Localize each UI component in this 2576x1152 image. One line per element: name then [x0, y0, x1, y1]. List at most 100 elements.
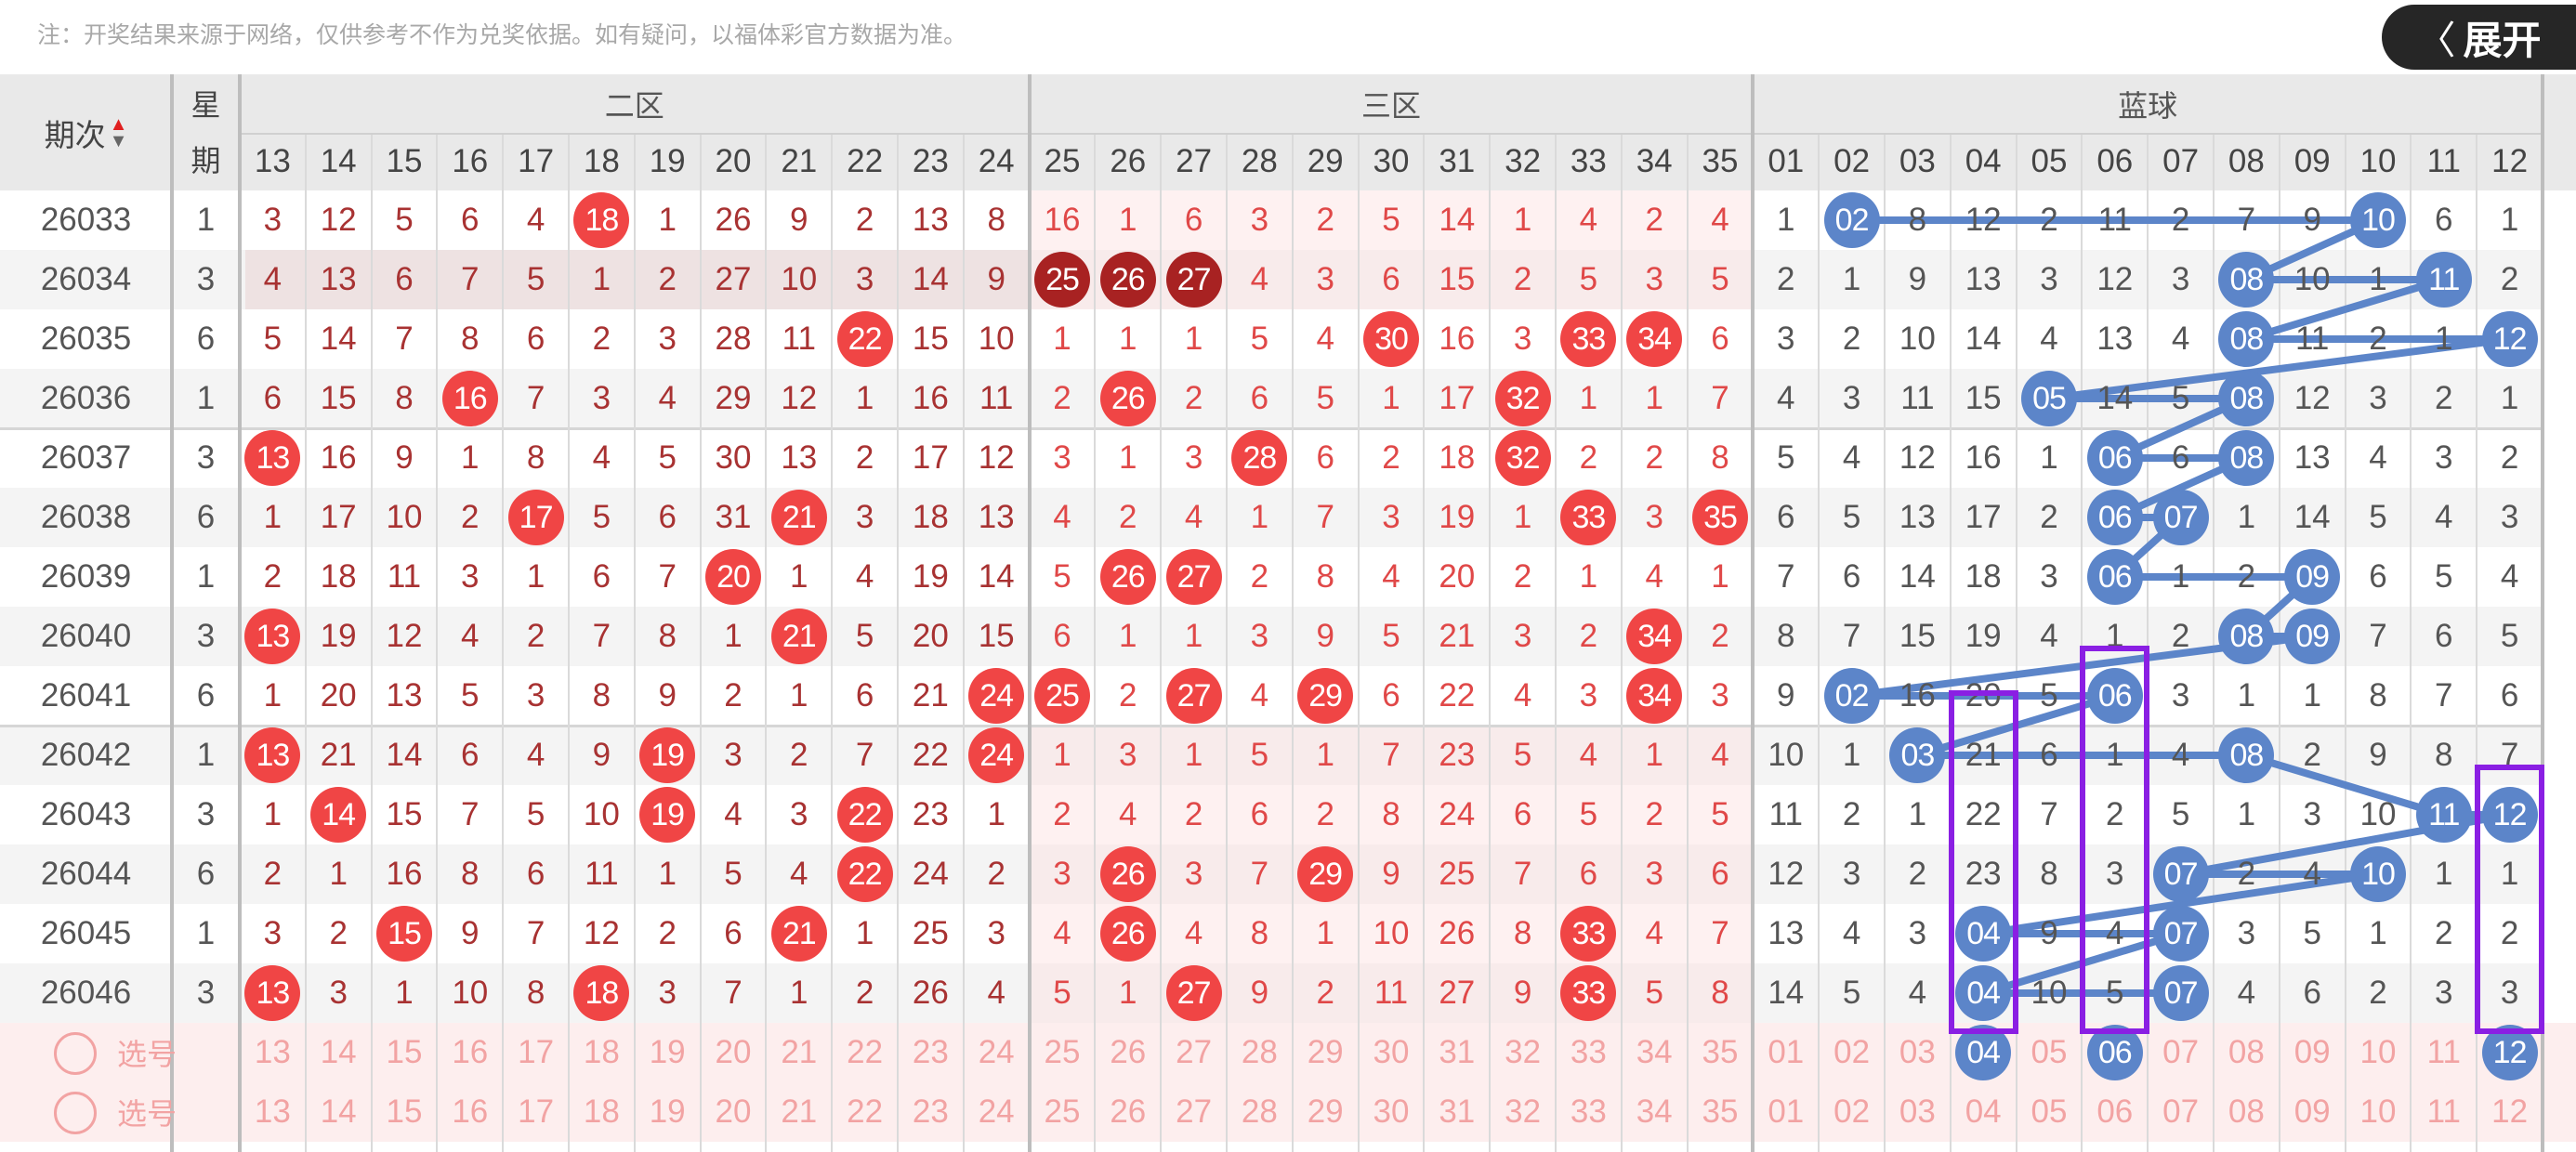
select-number[interactable]: 12 — [2477, 1023, 2543, 1082]
select-number[interactable]: 11 — [2426, 1034, 2461, 1070]
select-number[interactable]: 24 — [978, 1034, 1015, 1070]
expand-button[interactable]: 〈 展开 — [2382, 5, 2576, 70]
table-row-cells[interactable]: 26039 1 2 18 11 3 1 6 7 20 1 4 19 14 5 26 27 2 8 4 20 2 1 4 1 7 6 1… — [0, 547, 2543, 607]
table-row-cells[interactable]: 26046 3 13 3 1 10 8 18 3 7 1 2 26 4 5 1 27 9 2 11 27 9 33 5 8 14 5… — [0, 963, 2543, 1023]
select-number[interactable]: 31 — [1439, 1093, 1476, 1130]
select-number[interactable]: 14 — [320, 1093, 357, 1130]
select-number[interactable]: 14 — [320, 1034, 357, 1070]
select-number[interactable]: 03 — [1899, 1034, 1936, 1070]
select-number[interactable]: 23 — [912, 1093, 949, 1130]
table-row-cells[interactable]: 26038 6 1 17 10 2 17 5 6 31 21 3 18 13 4 2 4 1 7 3 19 1 33 3 35 6… — [0, 488, 2543, 547]
table-row-cells[interactable]: 26043 3 1 14 15 7 5 10 19 4 3 22 23 1 2 4 2 6 2 8 24 6 5 2 5 11 2 1… — [0, 785, 2543, 844]
select-number[interactable]: 05 — [2031, 1093, 2068, 1130]
select-number[interactable]: 28 — [1241, 1034, 1278, 1070]
selected-blue-ball[interactable]: 04 — [1955, 1025, 2012, 1080]
select-number[interactable]: 16 — [452, 1034, 489, 1070]
select-number[interactable]: 07 — [2162, 1093, 2200, 1130]
select-number[interactable]: 10 — [2359, 1093, 2397, 1130]
select-number[interactable]: 22 — [847, 1034, 884, 1070]
select-number[interactable]: 11 — [2426, 1093, 2461, 1130]
select-number[interactable]: 13 — [254, 1034, 291, 1070]
select-number[interactable]: 34 — [1636, 1093, 1673, 1130]
select-number[interactable]: 35 — [1702, 1093, 1739, 1130]
select-number[interactable]: 34 — [1636, 1034, 1673, 1070]
sort-down-icon[interactable]: ▼ — [109, 130, 128, 151]
select-number[interactable]: 32 — [1505, 1093, 1542, 1130]
select-number[interactable]: 33 — [1570, 1034, 1607, 1070]
table-row-cells[interactable]: 26045 1 3 2 15 9 7 12 2 6 21 1 25 3 4 26 4 8 1 10 26 8 33 4 7 13 4… — [0, 904, 2543, 963]
select-number[interactable]: 18 — [583, 1034, 620, 1070]
select-number[interactable]: 13 — [254, 1093, 291, 1130]
selected-blue-ball[interactable]: 12 — [2481, 1025, 2538, 1080]
select-number[interactable]: 32 — [1505, 1034, 1542, 1070]
table-row-cells[interactable]: 26042 1 13 21 14 6 4 9 19 3 2 7 22 24 1 3 1 5 1 7 23 5 4 1 4 10 1 0… — [0, 726, 2543, 785]
select-number[interactable]: 22 — [847, 1093, 884, 1130]
select-number[interactable]: 25 — [1044, 1034, 1081, 1070]
select-number[interactable]: 05 — [2031, 1034, 2068, 1070]
select-number[interactable]: 09 — [2293, 1093, 2331, 1130]
table-row-cells[interactable]: 26044 6 2 1 16 8 6 11 1 5 4 22 24 2 3 26 3 7 29 9 25 7 6 3 6 12 3 2… — [0, 844, 2543, 904]
select-radio[interactable] — [54, 1092, 97, 1134]
column-divider — [1027, 74, 1032, 1152]
select-number[interactable]: 19 — [649, 1034, 686, 1070]
select-number[interactable]: 06 — [2096, 1093, 2134, 1130]
select-row-cells[interactable]: 选号 13 14 15 16 17 18 19 20 21 22 23 24 25 26 27 28 29 30 31… — [0, 1023, 2543, 1082]
table-row-cells[interactable]: 26037 3 13 16 9 1 8 4 5 30 13 2 17 12 3 1 3 28 6 2 18 32 2 2 8 5 4… — [0, 428, 2543, 488]
select-number[interactable]: 03 — [1899, 1093, 1936, 1130]
select-number[interactable]: 25 — [1044, 1093, 1081, 1130]
select-number[interactable]: 15 — [386, 1034, 423, 1070]
select-number[interactable]: 02 — [1833, 1034, 1871, 1070]
select-number[interactable]: 18 — [583, 1093, 620, 1130]
select-number[interactable]: 27 — [1176, 1093, 1213, 1130]
sort-up-icon[interactable]: ▲ — [109, 113, 128, 135]
trend-cell: 2 — [1053, 380, 1071, 416]
table-row-cells[interactable]: 26040 3 13 19 12 4 2 7 8 1 21 5 20 15 6 1 1 3 9 5 21 3 2 34 2 8 7 1… — [0, 607, 2543, 666]
select-number[interactable]: 20 — [715, 1093, 752, 1130]
select-number[interactable]: 06 — [2082, 1023, 2148, 1082]
select-number[interactable]: 30 — [1373, 1093, 1410, 1130]
select-number[interactable]: 19 — [649, 1093, 686, 1130]
select-number[interactable]: 26 — [1110, 1093, 1147, 1130]
select-number[interactable]: 21 — [781, 1093, 818, 1130]
chevron-left-icon: 〈 — [2416, 17, 2456, 63]
select-number[interactable]: 30 — [1373, 1034, 1410, 1070]
select-number[interactable]: 33 — [1570, 1093, 1607, 1130]
select-row-cells[interactable]: 选号 13 14 15 16 17 18 19 20 21 22 23 24 25 26 27 28 29 30 31… — [0, 1082, 2543, 1142]
select-number[interactable]: 21 — [781, 1034, 818, 1070]
select-number[interactable]: 26 — [1110, 1034, 1147, 1070]
select-number[interactable]: 08 — [2228, 1093, 2265, 1130]
select-number[interactable]: 27 — [1176, 1034, 1213, 1070]
select-number[interactable]: 01 — [1768, 1093, 1805, 1130]
table-row-cells[interactable]: 26041 6 1 20 13 5 3 8 9 2 1 6 21 24 25 2 27 4 29 6 22 4 3 34 3 9 0… — [0, 666, 2543, 726]
select-number[interactable]: 35 — [1702, 1034, 1739, 1070]
table-row-cells[interactable]: 26035 6 5 14 7 8 6 2 3 28 11 22 15 10 1 1 1 5 4 30 16 3 33 34 6 3… — [0, 309, 2543, 369]
select-number[interactable]: 24 — [978, 1093, 1015, 1130]
select-number[interactable]: 16 — [452, 1093, 489, 1130]
select-number[interactable]: 07 — [2162, 1034, 2200, 1070]
select-number[interactable]: 15 — [386, 1093, 423, 1130]
table-row-cells[interactable]: 26036 1 6 15 8 16 7 3 4 29 12 1 16 11 2 26 2 6 5 1 17 32 1 1 7 4 3… — [0, 369, 2543, 428]
select-radio[interactable] — [54, 1032, 97, 1075]
trend-cell: 5 — [1842, 499, 1861, 535]
select-number[interactable]: 20 — [715, 1034, 752, 1070]
select-number[interactable]: 23 — [912, 1034, 949, 1070]
select-number[interactable]: 02 — [1833, 1093, 1871, 1130]
selected-blue-ball[interactable]: 06 — [2086, 1025, 2143, 1080]
select-number[interactable]: 17 — [518, 1093, 555, 1130]
table-row-cells[interactable]: 26034 3 4 13 6 7 5 1 2 27 10 3 14 9 25 26 27 4 3 6 15 2 5 3 5 2 1 9… — [0, 250, 2543, 309]
select-number[interactable]: 28 — [1241, 1093, 1278, 1130]
select-number[interactable]: 29 — [1307, 1034, 1344, 1070]
select-number[interactable]: 01 — [1768, 1034, 1805, 1070]
select-number[interactable]: 08 — [2228, 1034, 2265, 1070]
select-number[interactable]: 04 — [1965, 1093, 2002, 1130]
period-column-header[interactable]: 期次 ▲ ▼ — [0, 74, 172, 190]
select-number[interactable]: 17 — [518, 1034, 555, 1070]
table-row-cells[interactable]: 26033 1 3 12 5 6 4 18 1 26 9 2 13 8 16 1 6 3 2 5 14 1 4 2 4 1 02 8 1… — [0, 190, 2543, 250]
select-number[interactable]: 09 — [2293, 1034, 2331, 1070]
select-number[interactable]: 31 — [1439, 1034, 1476, 1070]
select-number[interactable]: 29 — [1307, 1093, 1344, 1130]
select-number[interactable]: 12 — [2491, 1093, 2529, 1130]
select-number[interactable]: 04 — [1951, 1023, 2017, 1082]
select-number[interactable]: 10 — [2359, 1034, 2397, 1070]
